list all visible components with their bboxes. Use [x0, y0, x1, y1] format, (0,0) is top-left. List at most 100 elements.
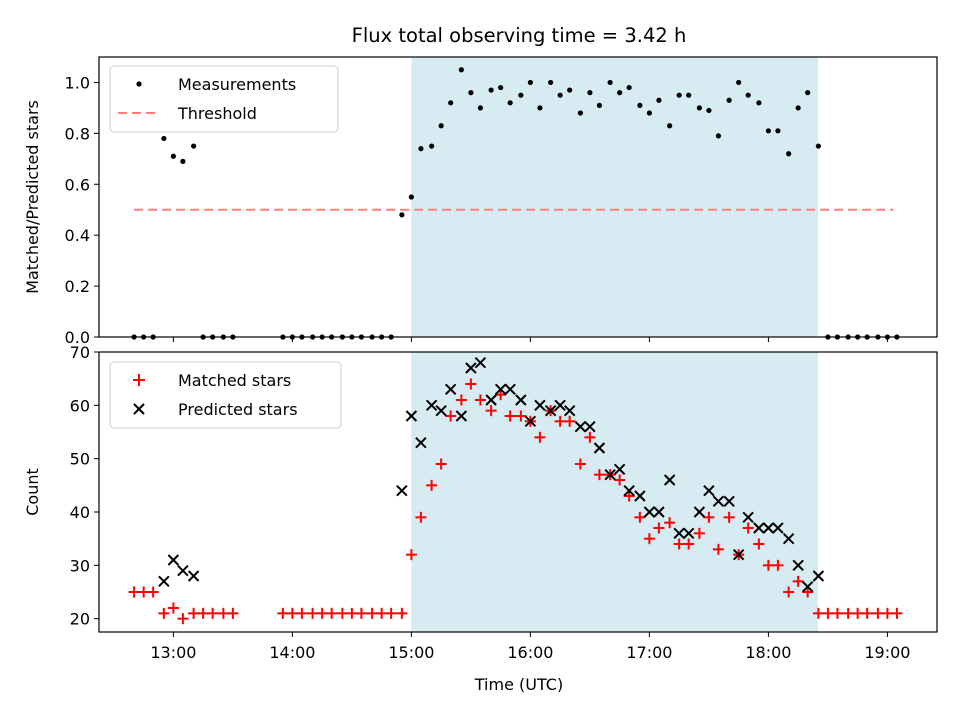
predicted-star-point	[663, 474, 676, 486]
matched-star-point	[147, 586, 159, 598]
matched-star-point	[435, 458, 447, 470]
measurement-point	[567, 87, 573, 93]
predicted-star-point	[485, 394, 497, 406]
predicted-star-point	[712, 495, 725, 508]
x-tick-label: 17:00	[626, 643, 672, 662]
measurement-point	[477, 105, 484, 111]
matched-star-point	[197, 607, 209, 619]
matched-star-point	[742, 522, 754, 534]
matched-star-point	[286, 607, 298, 619]
matched-star-point	[891, 607, 903, 619]
legend-threshold-label: Threshold	[177, 104, 257, 123]
matched-star-point	[346, 607, 358, 619]
predicted-star-point	[732, 548, 745, 561]
predicted-star-point	[494, 383, 507, 396]
predicted-star-point	[584, 420, 596, 433]
matched-star-point	[426, 479, 438, 491]
matched-star-point	[703, 511, 715, 523]
matched-star-point	[167, 602, 179, 614]
predicted-star-point	[534, 399, 546, 412]
observing-window-shade-top	[411, 57, 818, 337]
matched-star-point	[485, 405, 497, 417]
x-tick-label: 16:00	[507, 643, 553, 662]
matched-star-point	[712, 543, 724, 555]
predicted-star-point	[772, 522, 784, 534]
chart-title: Flux total observing time = 3.42 h	[352, 24, 687, 47]
matched-star-point	[852, 607, 864, 619]
predicted-star-point	[801, 580, 814, 593]
matched-star-point	[277, 607, 289, 619]
matched-star-point	[515, 410, 527, 422]
measurement-point	[448, 100, 454, 106]
matched-star-point	[385, 607, 397, 619]
predicted-star-point	[753, 522, 765, 534]
measurement-point	[815, 143, 821, 149]
matched-star-point	[593, 469, 605, 481]
matched-star-point	[584, 431, 596, 443]
matched-star-point	[474, 394, 486, 406]
matched-star-point	[465, 378, 477, 390]
predicted-star-point	[504, 383, 516, 396]
matched-star-point	[802, 586, 814, 598]
x-tick-label: 15:00	[388, 643, 434, 662]
measurement-point	[161, 135, 167, 142]
matched-star-point	[683, 538, 695, 550]
matched-star-point	[366, 607, 378, 619]
matched-star-point	[336, 607, 348, 619]
legend-measurements-label: Measurements	[178, 75, 296, 94]
matched-star-point	[405, 549, 417, 561]
measurement-point	[180, 158, 186, 164]
predicted-star-point	[653, 506, 665, 518]
measurement-point	[656, 97, 662, 103]
predicted-star-point	[405, 410, 418, 422]
measurement-point	[399, 212, 405, 218]
x-axis-label: Time (UTC)	[474, 675, 563, 694]
measurement-point	[646, 110, 652, 116]
measurement-point	[587, 90, 593, 96]
measurement-point	[607, 79, 613, 86]
matched-star-point	[504, 410, 516, 422]
matched-star-point	[762, 559, 774, 571]
y-tick-label: 0.8	[65, 124, 90, 143]
y-tick-label: 70	[70, 343, 90, 362]
measurement-point	[706, 107, 712, 114]
measurement-point	[676, 92, 682, 98]
matched-star-point	[564, 415, 576, 427]
measurement-point	[765, 128, 772, 134]
predicted-star-point	[723, 495, 735, 508]
matched-star-point	[355, 607, 367, 619]
y-tick-label: 0.0	[65, 328, 90, 347]
measurement-point	[786, 151, 792, 157]
matched-star-point	[831, 607, 843, 619]
top-panel: 0.0 0.2 0.4 0.6 0.8 1.0 Matched/Predicted sta…	[23, 56, 938, 347]
measurement-point	[507, 100, 513, 106]
measurement-point	[696, 105, 702, 111]
matched-star-point	[177, 613, 189, 625]
measurement-point	[418, 146, 424, 152]
matched-star-point	[217, 607, 229, 619]
matched-star-point	[574, 458, 586, 470]
predicted-star-point	[604, 468, 616, 481]
matched-star-point	[623, 490, 635, 502]
bottom-panel-frame	[98, 351, 938, 633]
x-tick-label: 13:00	[150, 643, 196, 662]
top-panel-frame	[98, 56, 938, 338]
y-tick-label: 20	[70, 610, 90, 629]
measurement-point	[726, 97, 732, 103]
measurement-point	[805, 90, 811, 96]
matched-star-point	[783, 586, 795, 598]
matched-star-point	[812, 607, 824, 619]
matched-star-point	[634, 511, 646, 523]
measurement-point	[537, 105, 543, 111]
matched-star-point	[188, 607, 200, 619]
measurement-point	[596, 102, 603, 108]
matched-star-point	[415, 511, 427, 523]
matched-star-point	[307, 607, 319, 619]
y-tick-label: 1.0	[65, 73, 90, 92]
predicted-star-point	[693, 506, 706, 518]
legend-matched-marker	[133, 374, 145, 386]
y-tick-label: 30	[70, 556, 90, 575]
predicted-star-point	[554, 399, 566, 412]
matched-star-point	[881, 607, 893, 619]
measurement-point	[715, 133, 722, 139]
